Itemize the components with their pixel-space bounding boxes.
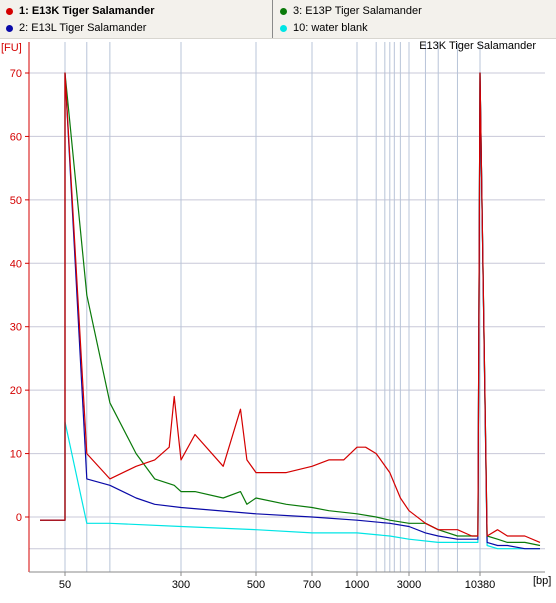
legend-item-e13l[interactable]: 2: E13L Tiger Salamander — [6, 19, 146, 37]
series-line-1-e13k-tiger-salamander — [40, 72, 541, 543]
x-tick-label: 10380 — [465, 579, 496, 591]
x-tick-label: 50 — [59, 579, 71, 591]
legend-marker-e13k — [6, 7, 13, 15]
x-tick-label: 300 — [172, 579, 190, 591]
legend-panel: 1: E13K Tiger Salamander 2: E13L Tiger S… — [0, 0, 556, 39]
y-axis-label: [FU] — [1, 42, 22, 54]
legend-label-water-blank: 10: water blank — [293, 22, 368, 34]
legend-label-e13l: 2: E13L Tiger Salamander — [19, 22, 147, 34]
legend-divider — [272, 0, 273, 38]
x-tick-label: 500 — [247, 579, 265, 591]
legend-marker-water-blank — [280, 24, 287, 32]
plot-area — [29, 42, 545, 572]
x-tick-label: 3000 — [397, 579, 421, 591]
chart-title: E13K Tiger Salamander — [419, 40, 536, 52]
legend-marker-e13p — [280, 7, 287, 15]
y-tick-label: 0 — [16, 512, 22, 524]
y-tick-label: 10 — [10, 449, 22, 461]
x-tick-label: 1000 — [345, 579, 369, 591]
y-tick-label: 70 — [10, 68, 22, 80]
y-tick-label: 30 — [10, 322, 22, 334]
x-tick-label: 700 — [303, 579, 321, 591]
y-tick-label: 20 — [10, 385, 22, 397]
y-tick-labels: 0 10 20 30 40 50 60 70 — [10, 68, 29, 524]
legend-item-water-blank[interactable]: 10: water blank — [280, 19, 368, 37]
legend-marker-e13l — [6, 24, 13, 32]
series-group — [40, 72, 541, 550]
legend-item-e13k[interactable]: 1: E13K Tiger Salamander — [6, 2, 155, 20]
y-tick-label: 40 — [10, 258, 22, 270]
y-tick-label: 50 — [10, 195, 22, 207]
y-tick-label: 60 — [10, 131, 22, 143]
legend-label-e13k: 1: E13K Tiger Salamander — [19, 5, 155, 17]
x-tick-labels: 50 300 500 700 1000 3000 10380 — [59, 572, 495, 591]
grid — [29, 42, 545, 572]
legend-label-e13p: 3: E13P Tiger Salamander — [293, 5, 422, 17]
x-axis-label: [bp] — [533, 575, 551, 587]
legend-item-e13p[interactable]: 3: E13P Tiger Salamander — [280, 2, 422, 20]
